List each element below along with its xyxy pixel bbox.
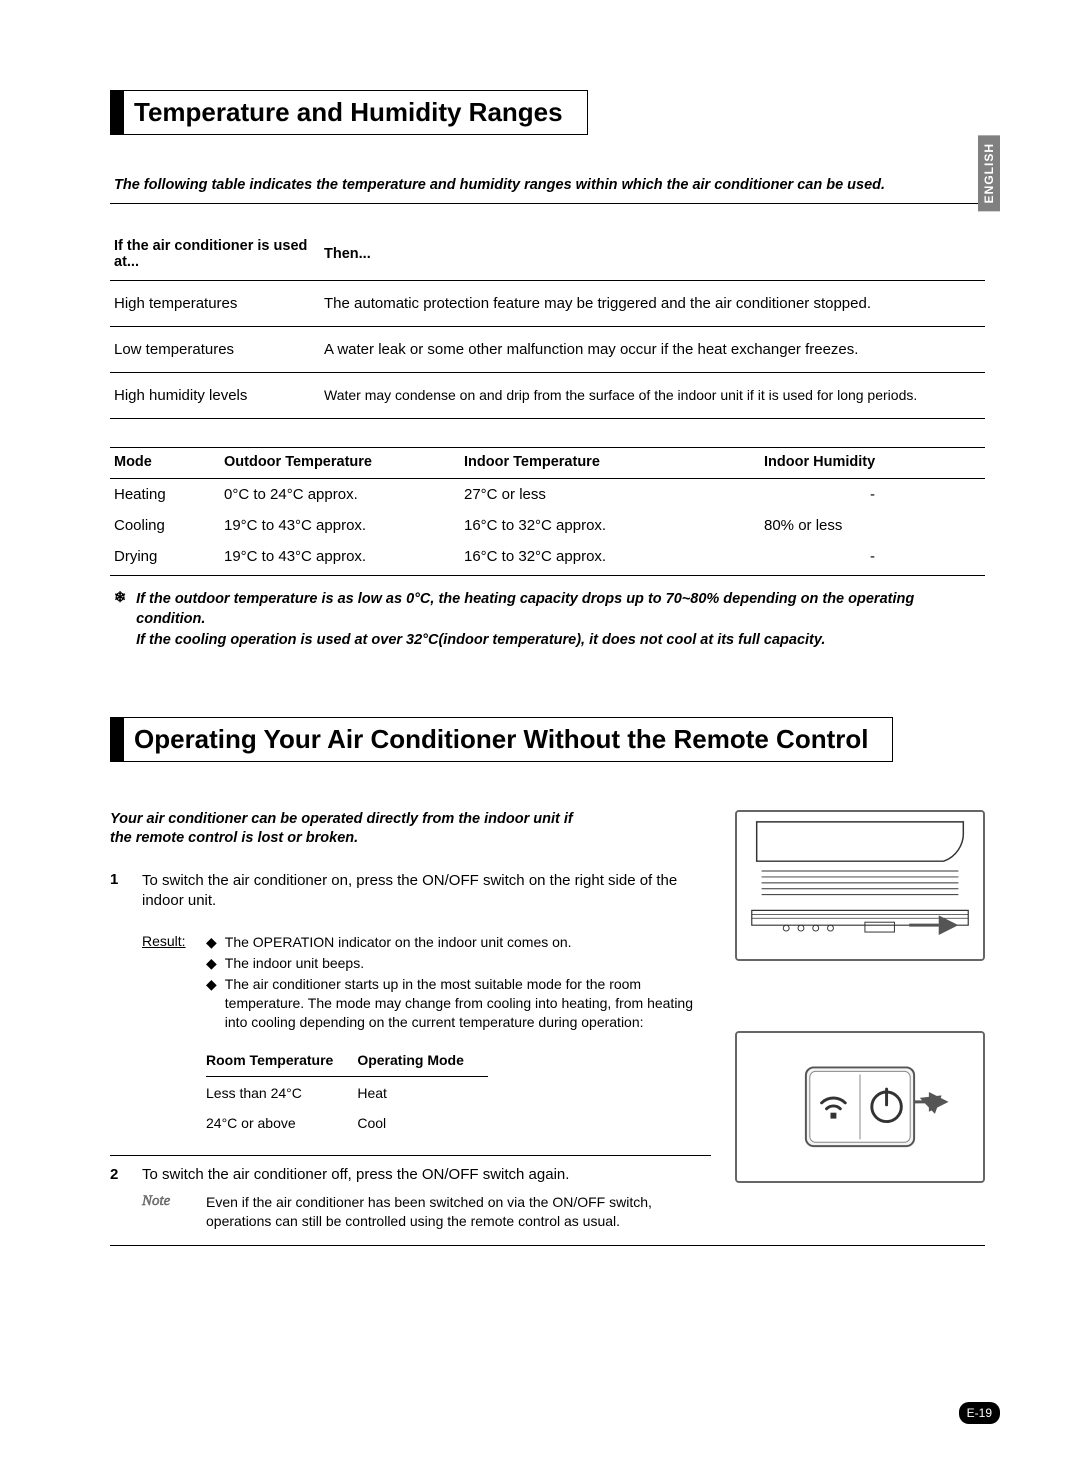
mode-header: Outdoor Temperature — [220, 448, 460, 479]
diamond-icon: ◆ — [206, 975, 217, 1032]
modes-table: Mode Outdoor Temperature Indoor Temperat… — [110, 447, 985, 576]
mode-cell: 16°C to 32°C approx. — [460, 510, 760, 541]
result-item: The indoor unit beeps. — [225, 954, 364, 973]
result-item: The OPERATION indicator on the indoor un… — [225, 933, 572, 952]
roomtemp-cell: 24°C or above — [206, 1107, 357, 1137]
footnote: ❄ If the outdoor temperature is as low a… — [110, 590, 985, 653]
step-2: 2 To switch the air conditioner off, pre… — [110, 1160, 711, 1231]
roomtemp-cell: Heat — [357, 1076, 488, 1107]
roomtemp-cell: Cool — [357, 1107, 488, 1137]
result-label: Result: — [142, 933, 192, 1033]
footnote-line-1: If the outdoor temperature is as low as … — [136, 590, 981, 629]
section-1-intro: The following table indicates the temper… — [110, 177, 985, 204]
cond-cell: High temperatures — [110, 281, 320, 327]
onoff-switch-illustration — [735, 1031, 985, 1183]
note-text: Even if the air conditioner has been swi… — [206, 1193, 711, 1231]
table-row: Heating 0°C to 24°C approx. 27°C or less… — [110, 479, 985, 511]
snowflake-icon: ❄ — [114, 590, 126, 653]
mode-cell: 27°C or less — [460, 479, 760, 511]
section-1-title-box: Temperature and Humidity Ranges — [110, 90, 588, 135]
table-row: Low temperatures A water leak or some ot… — [110, 327, 985, 373]
note-label: Note — [142, 1193, 192, 1231]
cond-header-right: Then... — [320, 232, 985, 281]
mode-cell: Heating — [110, 479, 220, 511]
step-1-text: To switch the air conditioner on, press … — [142, 871, 711, 912]
table-row: High temperatures The automatic protecti… — [110, 281, 985, 327]
indoor-unit-illustration — [735, 810, 985, 962]
diamond-icon: ◆ — [206, 954, 217, 973]
cond-header-left: If the air conditioner is used at... — [110, 232, 320, 281]
step-1: 1 To switch the air conditioner on, pres… — [110, 865, 711, 1156]
step-2-text: To switch the air conditioner off, press… — [142, 1166, 711, 1183]
mode-header: Mode — [110, 448, 220, 479]
mode-cell: - — [760, 541, 985, 576]
mode-cell: 19°C to 43°C approx. — [220, 541, 460, 576]
mode-cell: 0°C to 24°C approx. — [220, 479, 460, 511]
mode-header: Indoor Humidity — [760, 448, 985, 479]
cond-cell: Low temperatures — [110, 327, 320, 373]
table-row: 24°C or above Cool — [206, 1107, 488, 1137]
roomtemp-header: Operating Mode — [357, 1048, 488, 1077]
page-number-badge: E-19 — [959, 1402, 1000, 1424]
mode-header: Indoor Temperature — [460, 448, 760, 479]
mode-cell: Cooling — [110, 510, 220, 541]
cond-cell: A water leak or some other malfunction m… — [320, 327, 985, 373]
conditions-table: If the air conditioner is used at... The… — [110, 232, 985, 419]
diamond-icon: ◆ — [206, 933, 217, 952]
note-block: Note Even if the air conditioner has bee… — [142, 1193, 711, 1231]
section-2-title: Operating Your Air Conditioner Without t… — [134, 724, 868, 755]
roomtemp-cell: Less than 24°C — [206, 1076, 357, 1107]
table-row: Less than 24°C Heat — [206, 1076, 488, 1107]
cond-cell: The automatic protection feature may be … — [320, 281, 985, 327]
step-number: 2 — [110, 1166, 126, 1231]
mode-cell: 19°C to 43°C approx. — [220, 510, 460, 541]
section-2-intro: Your air conditioner can be operated dir… — [110, 810, 711, 849]
left-column: Your air conditioner can be operated dir… — [110, 810, 711, 1231]
right-column — [735, 810, 985, 1231]
table-row: High humidity levels Water may condense … — [110, 373, 985, 419]
table-row: Drying 19°C to 43°C approx. 16°C to 32°C… — [110, 541, 985, 576]
section-1-title: Temperature and Humidity Ranges — [134, 97, 563, 128]
step-number: 1 — [110, 871, 126, 1137]
language-tab: ENGLISH — [978, 135, 1000, 211]
result-block: Result: ◆ The OPERATION indicator on the … — [142, 933, 711, 1033]
roomtemp-header: Room Temperature — [206, 1048, 357, 1077]
cond-cell: Water may condense on and drip from the … — [320, 373, 985, 419]
table-row: Cooling 19°C to 43°C approx. 16°C to 32°… — [110, 510, 985, 541]
cond-cell: High humidity levels — [110, 373, 320, 419]
room-temp-table: Room Temperature Operating Mode Less tha… — [206, 1048, 488, 1137]
footnote-line-2: If the cooling operation is used at over… — [136, 631, 981, 651]
mode-cell: - — [760, 479, 985, 511]
mode-cell: 80% or less — [760, 510, 985, 541]
mode-cell: Drying — [110, 541, 220, 576]
result-item: The air conditioner starts up in the mos… — [225, 975, 711, 1032]
mode-cell: 16°C to 32°C approx. — [460, 541, 760, 576]
section-2-title-box: Operating Your Air Conditioner Without t… — [110, 717, 893, 762]
